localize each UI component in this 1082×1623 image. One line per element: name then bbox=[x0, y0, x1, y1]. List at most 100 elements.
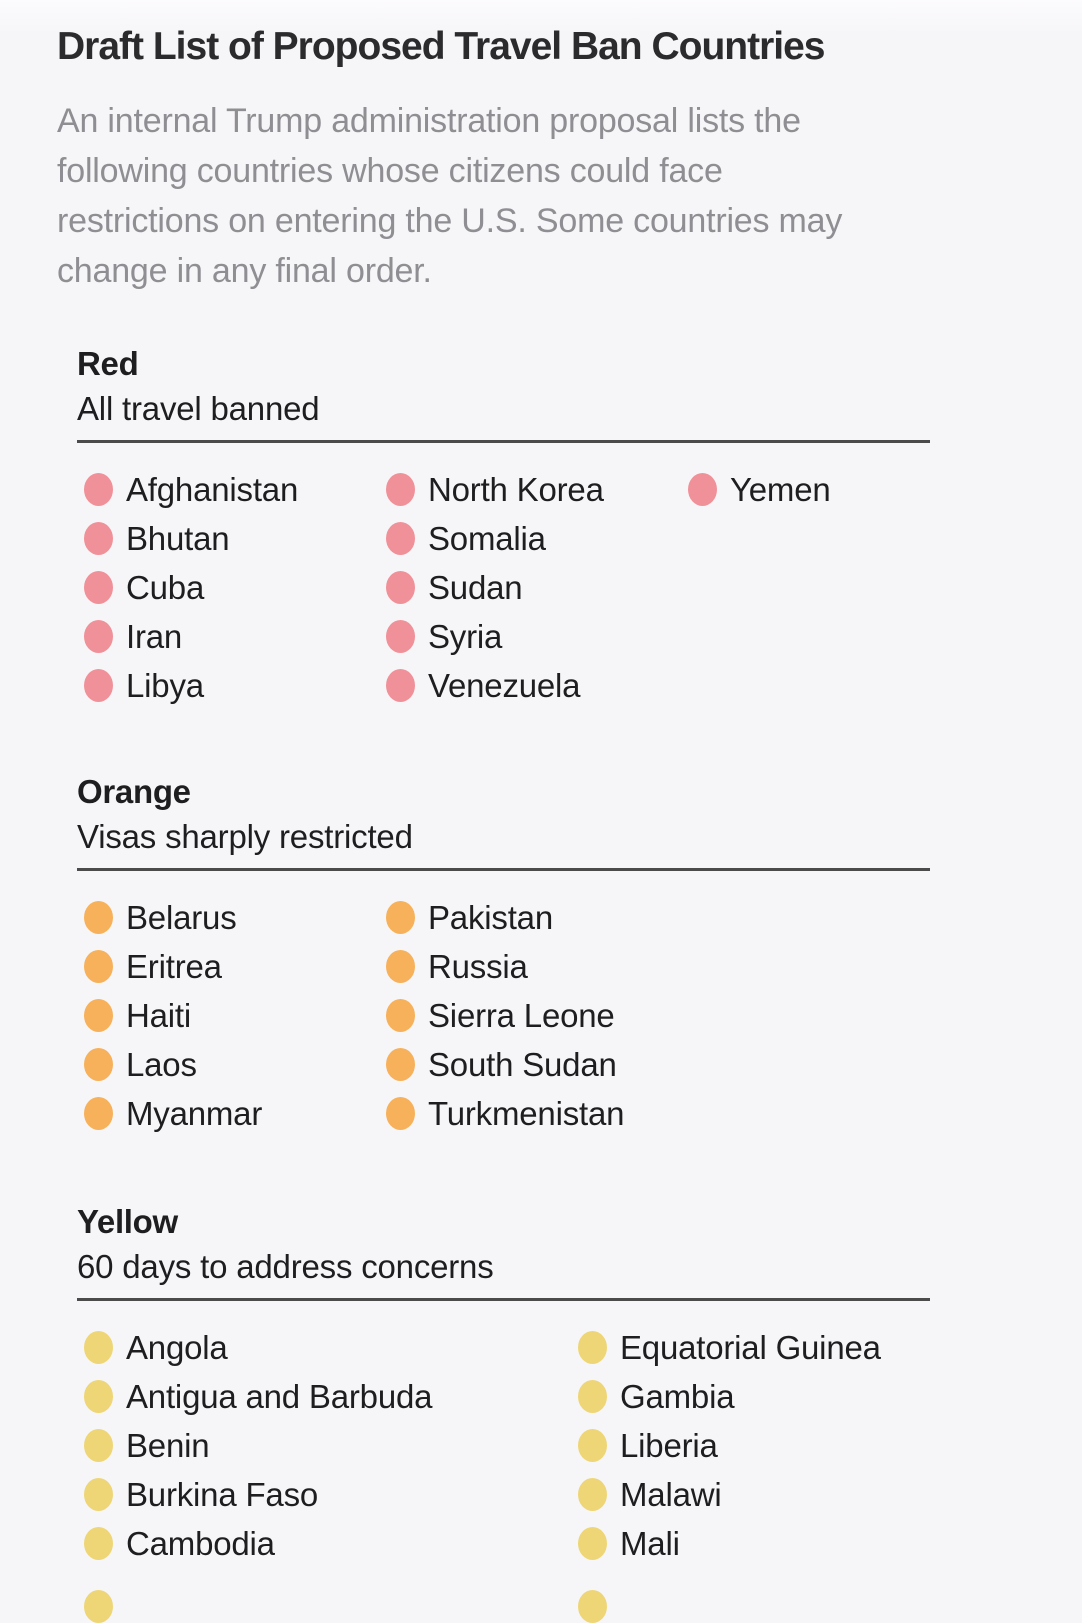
section-divider bbox=[77, 440, 930, 443]
page-subtitle: An internal Trump administration proposa… bbox=[57, 96, 1082, 296]
subtitle-line: restrictions on entering the U.S. Some c… bbox=[57, 202, 843, 240]
country-label: Eritrea bbox=[126, 947, 222, 985]
country-item: Haiti bbox=[84, 991, 386, 1040]
yellow-dot-icon bbox=[84, 1380, 113, 1413]
country-label: Iran bbox=[126, 617, 183, 655]
country-label: Yemen bbox=[730, 470, 831, 508]
country-item: Angola bbox=[84, 1323, 578, 1372]
country-label: Pakistan bbox=[428, 898, 553, 936]
country-label: Cambodia bbox=[126, 1524, 275, 1562]
country-item: Syria bbox=[386, 612, 688, 661]
country-column: Equatorial Guinea Gambia Liberia Malawi Mali bbox=[578, 1323, 881, 1568]
orange-dot-icon bbox=[84, 999, 113, 1032]
orange-dot-icon bbox=[386, 1048, 415, 1081]
country-label: Russia bbox=[428, 947, 528, 985]
country-item: Liberia bbox=[578, 1421, 881, 1470]
country-label: Burkina Faso bbox=[126, 1475, 319, 1513]
subtitle-line: An internal Trump administration proposa… bbox=[57, 102, 801, 140]
country-label: Venezuela bbox=[428, 666, 581, 704]
section-yellow: Yellow 60 days to address concerns Angol… bbox=[77, 1200, 1082, 1568]
orange-dot-icon bbox=[84, 950, 113, 983]
country-label: Afghanistan bbox=[126, 470, 299, 508]
country-item: Mali bbox=[578, 1519, 881, 1568]
red-dot-icon bbox=[84, 669, 113, 702]
red-dot-icon bbox=[84, 620, 113, 653]
section-divider bbox=[77, 1298, 930, 1301]
country-item: Libya bbox=[84, 661, 386, 710]
yellow-dot-icon bbox=[578, 1527, 607, 1560]
section-red-description: All travel banned bbox=[77, 390, 320, 427]
country-label: Bhutan bbox=[126, 519, 230, 557]
country-label: Laos bbox=[126, 1045, 197, 1083]
country-item: Benin bbox=[84, 1421, 578, 1470]
country-label: Syria bbox=[428, 617, 503, 655]
orange-dot-icon bbox=[84, 1048, 113, 1081]
section-yellow-label: Yellow bbox=[77, 1203, 178, 1240]
country-label: Equatorial Guinea bbox=[620, 1328, 881, 1366]
country-label: Antigua and Barbuda bbox=[126, 1377, 433, 1415]
country-item: South Sudan bbox=[386, 1040, 624, 1089]
country-label: South Sudan bbox=[428, 1045, 617, 1083]
country-label: Haiti bbox=[126, 996, 192, 1034]
country-item: Venezuela bbox=[386, 661, 688, 710]
section-yellow-countries: Angola Antigua and Barbuda Benin Burkina Fa… bbox=[77, 1323, 1082, 1568]
section-orange-description: Visas sharply restricted bbox=[77, 818, 413, 855]
section-red: Red All travel banned Afghanistan Bhutan C… bbox=[77, 342, 1082, 710]
red-dot-icon bbox=[386, 473, 415, 506]
country-label: North Korea bbox=[428, 470, 604, 508]
yellow-dot-icon bbox=[578, 1478, 607, 1511]
country-column: North Korea Somalia Sudan Syria Venezuela bbox=[386, 465, 688, 710]
section-red-label: Red bbox=[77, 345, 139, 382]
yellow-dot-icon bbox=[84, 1331, 113, 1364]
country-label: Gambia bbox=[620, 1377, 735, 1415]
country-label: Sierra Leone bbox=[428, 996, 615, 1034]
country-item: Sierra Leone bbox=[386, 991, 624, 1040]
yellow-partial-dot-icon bbox=[84, 1590, 113, 1623]
country-label: Sudan bbox=[428, 568, 523, 606]
country-item: Burkina Faso bbox=[84, 1470, 578, 1519]
country-item: Turkmenistan bbox=[386, 1089, 624, 1138]
orange-dot-icon bbox=[84, 901, 113, 934]
country-label: Belarus bbox=[126, 898, 237, 936]
yellow-dot-icon bbox=[84, 1527, 113, 1560]
country-column: Afghanistan Bhutan Cuba Iran Libya bbox=[84, 465, 386, 710]
country-item: Iran bbox=[84, 612, 386, 661]
page-title: Draft List of Proposed Travel Ban Countr… bbox=[57, 25, 825, 68]
country-item: Cambodia bbox=[84, 1519, 578, 1568]
yellow-partial-dot-icon bbox=[578, 1590, 607, 1623]
country-column: Angola Antigua and Barbuda Benin Burkina Fa… bbox=[84, 1323, 578, 1568]
section-orange: Orange Visas sharply restricted Belarus E… bbox=[77, 770, 1082, 1138]
country-column: Belarus Eritrea Haiti Laos Myanmar bbox=[84, 893, 386, 1138]
country-label: Myanmar bbox=[126, 1094, 263, 1132]
red-dot-icon bbox=[386, 522, 415, 555]
yellow-dot-icon bbox=[578, 1429, 607, 1462]
country-item: Belarus bbox=[84, 893, 386, 942]
country-label: Benin bbox=[126, 1426, 210, 1464]
red-dot-icon bbox=[84, 571, 113, 604]
subtitle-line: change in any final order. bbox=[57, 252, 432, 290]
country-item: Antigua and Barbuda bbox=[84, 1372, 578, 1421]
section-divider bbox=[77, 868, 930, 871]
country-item: Afghanistan bbox=[84, 465, 386, 514]
country-label: Libya bbox=[126, 666, 204, 704]
subtitle-line: following countries whose citizens could… bbox=[57, 152, 723, 190]
country-item: Cuba bbox=[84, 563, 386, 612]
yellow-dot-icon bbox=[84, 1478, 113, 1511]
country-item: Myanmar bbox=[84, 1089, 386, 1138]
country-item: Gambia bbox=[578, 1372, 881, 1421]
section-red-countries: Afghanistan Bhutan Cuba Iran Libya North Kore… bbox=[77, 465, 1082, 710]
country-item: Malawi bbox=[578, 1470, 881, 1519]
country-item: Yemen bbox=[688, 465, 831, 514]
country-column: Yemen bbox=[688, 465, 831, 710]
country-item: North Korea bbox=[386, 465, 688, 514]
country-item: Russia bbox=[386, 942, 624, 991]
section-yellow-description: 60 days to address concerns bbox=[77, 1248, 494, 1285]
yellow-dot-icon bbox=[578, 1331, 607, 1364]
red-dot-icon bbox=[386, 620, 415, 653]
red-dot-icon bbox=[386, 669, 415, 702]
country-item: Somalia bbox=[386, 514, 688, 563]
country-label: Cuba bbox=[126, 568, 205, 606]
country-label: Mali bbox=[620, 1524, 680, 1562]
orange-dot-icon bbox=[84, 1097, 113, 1130]
